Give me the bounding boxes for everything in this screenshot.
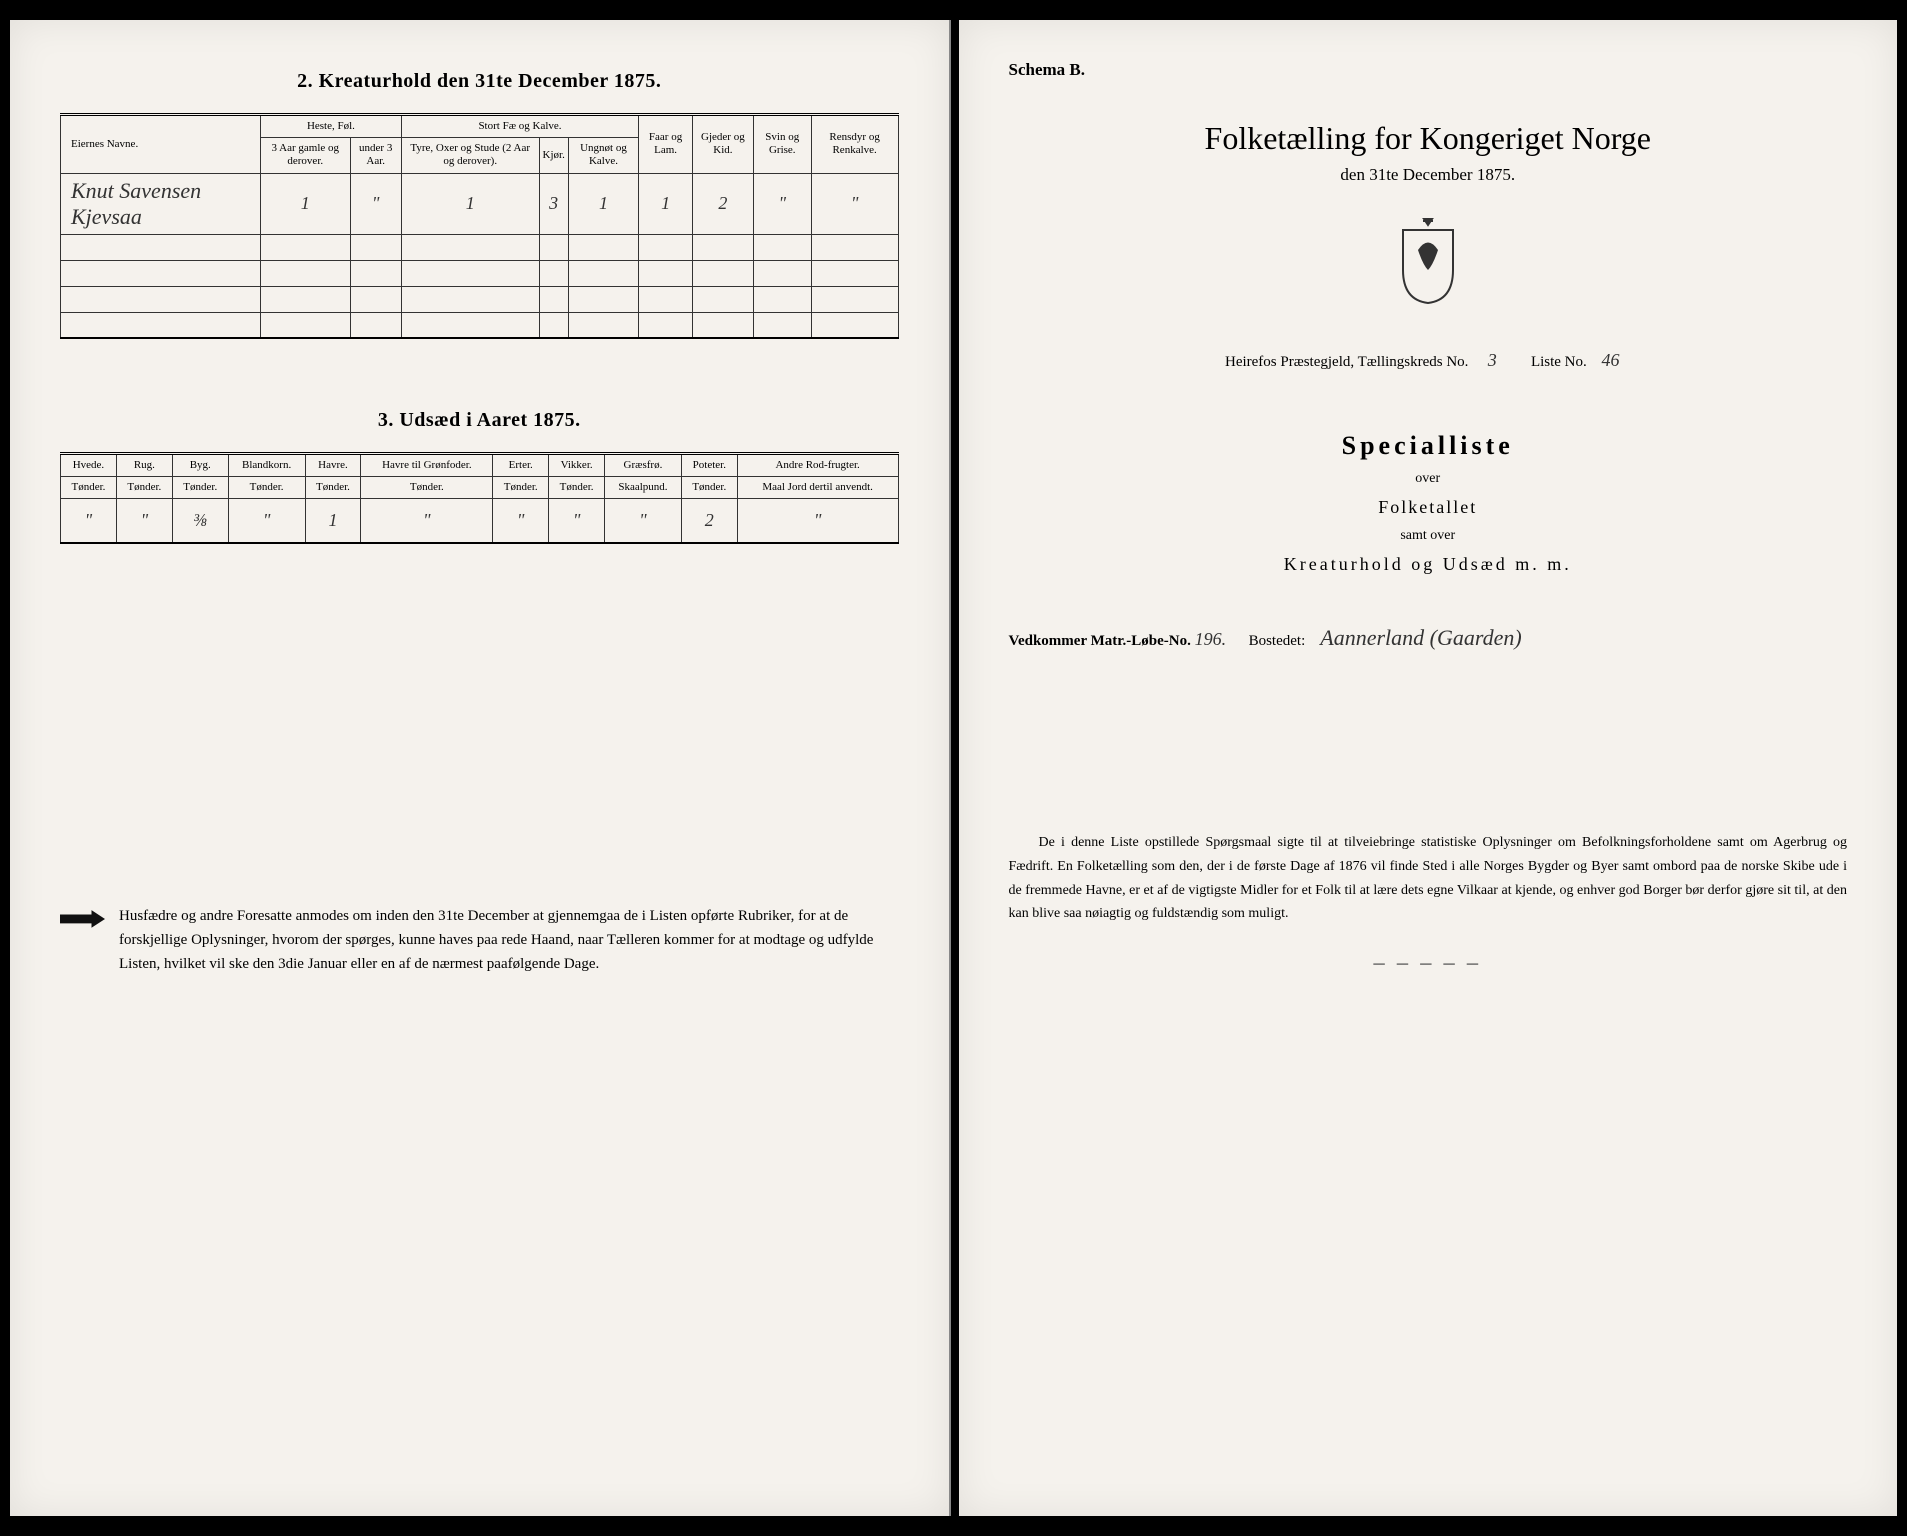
unit-tonder: Tønder. [681,477,737,499]
th-heste-group: Heste, Føl. [261,115,402,138]
cell-vikker: " [549,499,605,543]
livestock-row: Knut Savensen Kjevsaa 1 " 1 3 1 1 2 " " [61,173,899,234]
cell-havre-gron: " [361,499,493,543]
cell-hvede: " [61,499,117,543]
th-svin: Svin og Grise. [753,115,811,174]
th-vikker: Vikker. [549,454,605,477]
over-1: over [1009,471,1848,487]
th-hvede: Hvede. [61,454,117,477]
schema-label: Schema B. [1009,60,1848,80]
empty-row [61,286,899,312]
th-stort-a: Tyre, Oxer og Stude (2 Aar og derover). [401,138,539,173]
cell-svin: " [753,173,811,234]
seed-row: " " ⅜ " 1 " " " " 2 " [61,499,899,543]
seed-table: Hvede. Rug. Byg. Blandkorn. Havre. Havre… [60,452,899,544]
parish-text-b: Liste No. [1531,354,1587,370]
census-title: Folketælling for Kongeriget Norge [1009,120,1848,157]
cell-byg: ⅜ [172,499,228,543]
unit-tonder: Tønder. [116,477,172,499]
cell-ren: " [811,173,898,234]
unit-tonder: Tønder. [549,477,605,499]
bosted-value: Aannerland (Gaarden) [1320,625,1521,650]
parish-text-a: Heirefos Præstegjeld, Tællingskreds No. [1225,354,1468,370]
cell-rug: " [116,499,172,543]
th-faar: Faar og Lam. [639,115,693,174]
liste-no: 46 [1591,350,1631,371]
cell-faar: 1 [639,173,693,234]
th-havre-gron: Havre til Grønfoder. [361,454,493,477]
unit-maal: Maal Jord dertil anvendt. [737,477,898,499]
th-havre: Havre. [305,454,361,477]
th-rug: Rug. [116,454,172,477]
th-stort-group: Stort Fæ og Kalve. [401,115,638,138]
cell-heste-b: " [350,173,401,234]
unit-skaal: Skaalpund. [605,477,682,499]
census-date: den 31te December 1875. [1009,165,1848,185]
th-bland: Blandkorn. [228,454,305,477]
unit-tonder: Tønder. [228,477,305,499]
coat-of-arms-icon [1009,215,1848,310]
th-name: Eiernes Navne. [61,115,261,174]
section3-title: 3. Udsæd i Aaret 1875. [60,409,899,432]
kreatur-line: Kreaturhold og Udsæd m. m. [1009,554,1848,575]
cell-havre: 1 [305,499,361,543]
cell-gjeder: 2 [693,173,754,234]
livestock-table: Eiernes Navne. Heste, Føl. Stort Fæ og K… [60,113,899,339]
unit-tonder: Tønder. [61,477,117,499]
cell-andre: " [737,499,898,543]
cell-stort-a: 1 [401,173,539,234]
th-heste-b: under 3 Aar. [350,138,401,173]
empty-row [61,260,899,286]
ornament-divider: ─ ─ ─ ─ ─ [1009,956,1848,974]
specialliste-title: Specialliste [1009,431,1848,461]
th-erter: Erter. [493,454,549,477]
cell-bland: " [228,499,305,543]
pointer-icon [60,908,105,930]
th-gjeder: Gjeder og Kid. [693,115,754,174]
th-stort-b: Kjør. [539,138,568,173]
section2-title: 2. Kreaturhold den 31te December 1875. [60,70,899,93]
explanatory-paragraph: De i denne Liste opstillede Spørgsmaal s… [1009,831,1848,926]
empty-row [61,312,899,338]
th-byg: Byg. [172,454,228,477]
footnote-text: Husfædre og andre Foresatte anmodes om i… [119,904,899,976]
bosted-label: Bostedet: [1249,633,1306,649]
parish-line: Heirefos Præstegjeld, Tællingskreds No. … [1009,350,1848,371]
cell-stort-c: 1 [568,173,638,234]
cell-erter: " [493,499,549,543]
th-poteter: Poteter. [681,454,737,477]
unit-tonder: Tønder. [493,477,549,499]
unit-tonder: Tønder. [361,477,493,499]
left-page: 2. Kreaturhold den 31te December 1875. E… [10,20,951,1516]
th-andre: Andre Rod-frugter. [737,454,898,477]
matr-value: 196. [1195,629,1227,649]
unit-tonder: Tønder. [172,477,228,499]
right-page: Schema B. Folketælling for Kongeriget No… [959,20,1898,1516]
th-ren: Rensdyr og Renkalve. [811,115,898,174]
matr-label: Vedkommer Matr.-Løbe-No. [1009,633,1191,649]
samt-over: samt over [1009,528,1848,544]
unit-tonder: Tønder. [305,477,361,499]
cell-poteter: 2 [681,499,737,543]
cell-graes: " [605,499,682,543]
matr-row: Vedkommer Matr.-Løbe-No. 196. Bostedet: … [1009,625,1848,651]
owner-name: Knut Savensen Kjevsaa [61,173,261,234]
th-graes: Græsfrø. [605,454,682,477]
th-stort-c: Ungnøt og Kalve. [568,138,638,173]
empty-row [61,234,899,260]
kreds-no: 3 [1472,350,1512,371]
cell-stort-b: 3 [539,173,568,234]
cell-heste-a: 1 [261,173,351,234]
footnote-block: Husfædre og andre Foresatte anmodes om i… [60,904,899,976]
folketallet: Folketallet [1009,497,1848,518]
th-heste-a: 3 Aar gamle og derover. [261,138,351,173]
